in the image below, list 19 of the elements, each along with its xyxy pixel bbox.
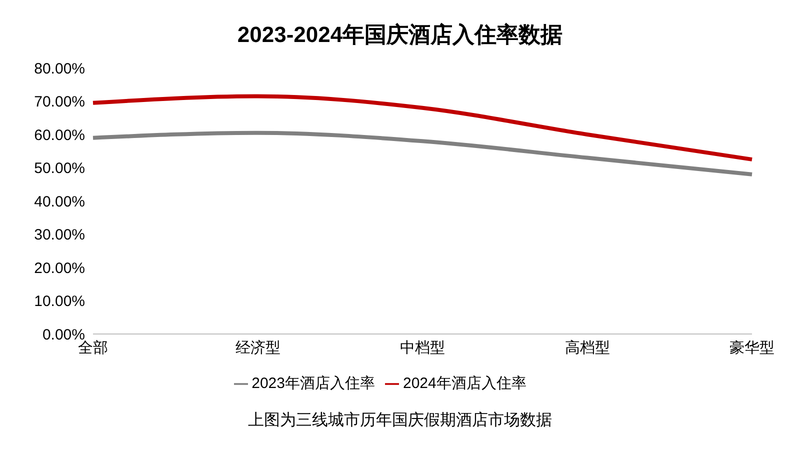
x-tick-label: 高档型: [564, 340, 610, 357]
x-tick-label: 经济型: [235, 340, 280, 357]
y-tick-label: 10.00%: [34, 293, 85, 310]
legend-label: 2023年酒店入住率: [252, 375, 375, 392]
chart-title: 2023-2024年国庆酒店入住率数据: [236, 21, 564, 49]
x-tick-label: 豪华型: [730, 340, 774, 357]
y-tick-label: 30.00%: [34, 226, 85, 244]
text: 上图为三线城市历年国庆假期酒店市场数据: [247, 410, 553, 431]
y-tick-label: 60.00%: [34, 126, 85, 144]
y-tick-label: 40.00%: [34, 193, 85, 210]
line-series: [91, 130, 754, 176]
legend-label: 2024年酒店入住率: [403, 375, 526, 392]
x-tick-label: 全部: [78, 340, 108, 357]
line-series: [91, 94, 754, 162]
y-tick-label: 20.00%: [34, 260, 85, 277]
x-tick-label: 中档型: [400, 340, 445, 357]
y-tick-label: 70.00%: [34, 94, 85, 111]
y-tick-label: 50.00%: [34, 160, 85, 178]
y-tick-label: 80.00%: [34, 60, 85, 78]
